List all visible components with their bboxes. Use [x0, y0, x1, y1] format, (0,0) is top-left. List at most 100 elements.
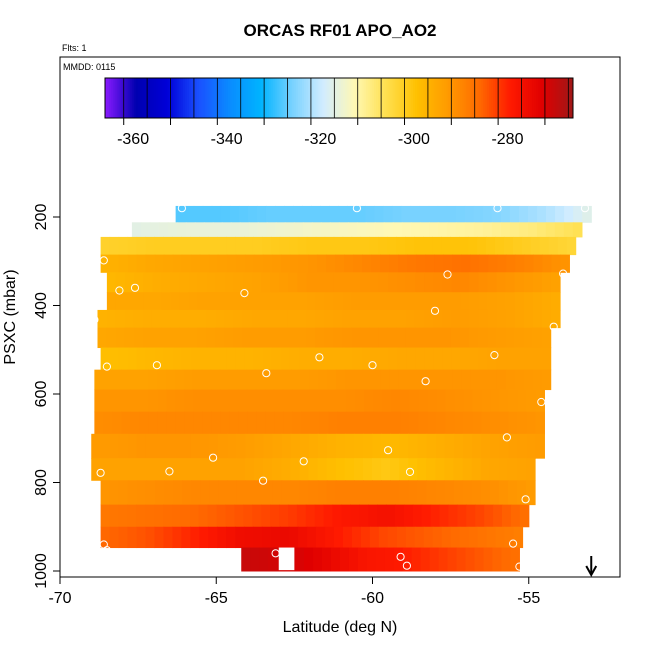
- heatmap-cell: [278, 309, 289, 329]
- heatmap-cell: [326, 458, 337, 481]
- heatmap-cell: [347, 205, 357, 223]
- colorbar-swatch: [530, 78, 533, 118]
- colorbar-swatch: [457, 78, 461, 118]
- heatmap-cell: [330, 547, 341, 572]
- heatmap-cell: [100, 347, 111, 371]
- heatmap-cell: [202, 205, 213, 223]
- colorbar-swatch: [467, 78, 471, 118]
- heatmap-cell: [535, 411, 545, 435]
- heatmap-cell: [154, 236, 164, 256]
- heatmap-cell: [354, 480, 364, 506]
- heatmap-cell: [381, 433, 391, 459]
- heatmap-cell: [136, 236, 147, 256]
- colorbar-swatch: [300, 78, 303, 118]
- heatmap-cell: [265, 205, 276, 223]
- heatmap-cell: [462, 433, 473, 459]
- colorbar-swatch: [391, 78, 395, 118]
- colorbar-swatch: [118, 78, 122, 118]
- heatmap-cell: [450, 526, 461, 549]
- colorbar-swatch: [498, 78, 502, 118]
- heatmap-cell: [532, 327, 543, 349]
- heatmap-cell: [289, 526, 299, 549]
- heatmap-cell: [218, 458, 228, 481]
- colorbar-swatch: [235, 78, 239, 118]
- heatmap-cell: [396, 327, 407, 349]
- heatmap-cell: [469, 309, 479, 329]
- heatmap-cell: [425, 369, 435, 391]
- colorbar-swatch: [518, 78, 521, 118]
- heatmap-cell: [469, 347, 480, 371]
- heatmap-cell: [281, 480, 292, 506]
- heatmap-cell: [344, 369, 355, 391]
- colorbar-swatch: [315, 78, 319, 118]
- colorbar-swatch: [500, 78, 504, 118]
- heatmap-cell: [270, 272, 280, 293]
- heatmap-cell: [103, 389, 113, 413]
- sample-point: [240, 289, 249, 298]
- heatmap-cell: [318, 369, 328, 391]
- heatmap-cell: [535, 389, 545, 413]
- heatmap-cell: [473, 222, 484, 238]
- colorbar-swatch: [237, 78, 241, 118]
- colorbar-swatch: [348, 78, 352, 118]
- heatmap-cell: [181, 433, 192, 459]
- heatmap-cell: [279, 504, 289, 528]
- colorbar-swatch: [411, 78, 414, 118]
- heatmap-cell: [517, 389, 527, 413]
- heatmap-cell: [171, 504, 182, 528]
- colorbar-swatch: [350, 78, 354, 118]
- wind-arrow-icon: [585, 556, 598, 578]
- heatmap-cell: [392, 205, 403, 223]
- colorbar-swatch: [124, 78, 127, 118]
- heatmap-cell: [293, 222, 304, 238]
- heatmap-cell: [236, 480, 247, 506]
- heatmap-cell: [215, 272, 226, 293]
- heatmap-cell: [450, 236, 460, 256]
- heatmap-cell: [184, 411, 194, 435]
- heatmap-cell: [306, 236, 317, 256]
- heatmap-cell: [427, 411, 437, 435]
- heatmap-cell: [387, 526, 398, 549]
- heatmap-cell: [320, 205, 330, 223]
- heatmap-cell: [527, 222, 538, 238]
- heatmap-cell: [464, 205, 475, 223]
- heatmap-cell: [311, 205, 321, 223]
- heatmap-cell: [251, 327, 262, 349]
- heatmap-cell: [557, 236, 568, 256]
- heatmap-cell: [329, 205, 339, 223]
- heatmap-cell: [564, 205, 574, 223]
- colorbar-swatch: [442, 78, 445, 118]
- colorbar-swatch: [364, 78, 367, 118]
- heatmap-cell: [308, 433, 319, 459]
- heatmap-cell: [229, 205, 240, 223]
- heatmap-cell: [289, 254, 300, 273]
- heatmap-cell: [199, 347, 210, 371]
- heatmap-cell: [163, 480, 174, 506]
- heatmap-cell: [335, 480, 346, 506]
- heatmap-cell: [496, 272, 507, 293]
- heatmap-cell: [573, 205, 583, 223]
- heatmap-cell: [100, 458, 110, 481]
- heatmap-cell: [323, 504, 334, 528]
- colorbar-swatch: [208, 78, 211, 118]
- heatmap-cell: [261, 236, 272, 256]
- heatmap-cell: [482, 222, 493, 238]
- sample-point: [130, 283, 140, 292]
- heatmap-cell: [460, 272, 470, 293]
- plot-border: [59, 56, 621, 578]
- heatmap-cell: [424, 272, 434, 293]
- heatmap-cell: [230, 222, 241, 238]
- heatmap-cell: [315, 327, 325, 349]
- colorbar-swatch: [284, 78, 287, 118]
- heatmap-cell: [496, 292, 507, 311]
- heatmap-cell: [320, 222, 331, 238]
- heatmap-cell: [389, 369, 400, 391]
- colorbar-swatch: [223, 78, 227, 118]
- heatmap-cell: [281, 458, 292, 481]
- colorbar-swatch: [514, 78, 517, 118]
- heatmap-cell: [199, 254, 210, 273]
- heatmap-cell: [218, 480, 228, 506]
- heatmap-cell: [131, 222, 142, 238]
- heatmap-cell: [100, 433, 110, 459]
- heatmap-cell: [289, 347, 300, 371]
